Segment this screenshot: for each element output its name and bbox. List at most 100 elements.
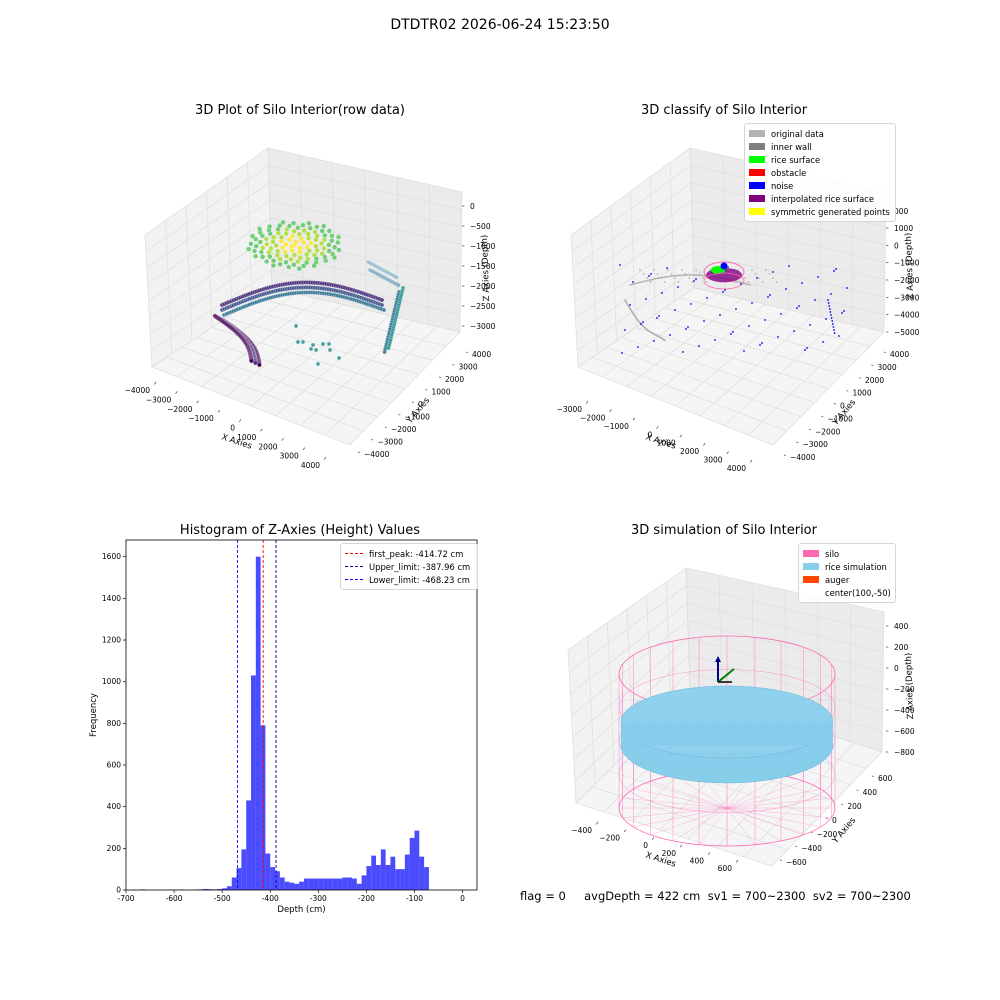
- tick-mark: [281, 438, 284, 441]
- y-tick-label: −200: [817, 830, 838, 839]
- data-point: [724, 289, 726, 291]
- data-point: [637, 346, 639, 348]
- data-point: [382, 349, 387, 355]
- data-point: [809, 324, 811, 326]
- data-point: [674, 309, 676, 311]
- tick-mark: [357, 451, 360, 453]
- gridline: [699, 315, 813, 417]
- classify-legend: original data inner wall rice surface ob…: [744, 123, 896, 222]
- legend-label: noise: [771, 180, 794, 191]
- legend-swatch: [749, 182, 765, 189]
- silo-floor-wire: [633, 788, 728, 809]
- data-point: [772, 271, 774, 273]
- data-point: [758, 277, 760, 279]
- histogram-bar: [299, 881, 304, 890]
- data-point: [658, 315, 660, 317]
- data-point: [780, 313, 782, 315]
- legend-label: interpolated rice surface: [771, 193, 874, 204]
- data-point: [652, 278, 654, 281]
- histogram-bar: [313, 878, 319, 890]
- tick-mark: [651, 836, 655, 840]
- gridline: [724, 320, 837, 426]
- data-point: [291, 262, 297, 268]
- histogram-bar: [404, 854, 410, 890]
- legend-swatch: [749, 130, 765, 137]
- tick-mark: [679, 844, 683, 848]
- data-point: [765, 269, 767, 271]
- data-point: [326, 341, 332, 347]
- gridline: [206, 191, 213, 328]
- z-tick-label: 400: [894, 622, 909, 631]
- histogram-bar: [284, 881, 290, 890]
- data-point: [822, 341, 824, 343]
- data-point: [833, 332, 836, 334]
- data-point: [761, 281, 764, 283]
- data-point: [744, 277, 746, 279]
- y-tick-label: 1200: [102, 636, 121, 645]
- data-point: [286, 264, 292, 270]
- histogram-bar: [246, 800, 252, 890]
- data-point: [257, 239, 263, 245]
- data-point: [279, 234, 285, 240]
- tick-mark: [808, 428, 811, 431]
- gridline: [590, 220, 598, 354]
- data-point: [832, 326, 835, 328]
- data-point: [719, 314, 721, 316]
- tick-mark: [217, 409, 221, 413]
- z-tick-label: −1000: [470, 242, 496, 251]
- data-point: [691, 281, 694, 283]
- histogram-bar: [241, 849, 247, 890]
- x-tick-label: 3000: [280, 452, 299, 461]
- data-point: [677, 286, 679, 288]
- data-point: [642, 280, 645, 283]
- data-point: [295, 259, 301, 265]
- x-tick-label: −2000: [167, 405, 193, 414]
- y-tick-label: −1000: [828, 414, 854, 423]
- y-tick-label: 600: [878, 774, 893, 783]
- data-point: [630, 283, 633, 286]
- data-point: [304, 260, 310, 266]
- data-point: [674, 277, 676, 279]
- gridline: [275, 315, 390, 417]
- status-footer: flag = 0 avgDepth = 422 cm sv1 = 700~230…: [520, 889, 911, 903]
- data-point: [645, 279, 648, 282]
- z-tick-label: 200: [894, 643, 909, 652]
- gridline: [610, 205, 618, 341]
- data-point: [312, 229, 318, 235]
- data-point: [677, 274, 680, 277]
- legend-item: first_peak: -414.72 cm: [345, 547, 473, 560]
- legend-item: interpolated rice surface: [749, 192, 891, 205]
- y-tick-label: 0: [840, 402, 845, 411]
- plot-frame: [125, 539, 478, 891]
- data-point: [682, 351, 684, 353]
- simulation-legend: silo rice simulation auger center(100,-5…: [798, 543, 896, 603]
- data-point: [279, 245, 285, 251]
- y-tick-label: 1400: [102, 594, 121, 603]
- data-point: [246, 246, 252, 252]
- histogram-bar: [351, 878, 357, 890]
- data-point: [396, 283, 401, 288]
- data-point: [665, 275, 668, 278]
- data-point: [663, 281, 666, 283]
- data-point: [685, 328, 687, 330]
- data-point: [386, 345, 391, 351]
- x-tick-label: -700: [117, 894, 134, 903]
- data-point: [286, 223, 293, 229]
- histogram-bar: [275, 871, 280, 890]
- data-point: [705, 281, 708, 283]
- data-point: [305, 231, 311, 237]
- tick-mark: [623, 829, 627, 833]
- x-tick-label: -400: [262, 894, 279, 903]
- data-point: [335, 234, 342, 240]
- data-point: [670, 273, 673, 275]
- data-point: [706, 297, 708, 299]
- noise-cluster: [720, 262, 728, 270]
- tick-mark: [783, 454, 786, 456]
- x-tick-label: −1000: [603, 422, 629, 431]
- gridline: [748, 326, 861, 436]
- histogram-bar: [279, 877, 285, 890]
- tick-mark: [703, 442, 706, 446]
- data-point: [732, 331, 734, 333]
- data-point: [295, 339, 301, 345]
- gridline: [649, 176, 656, 315]
